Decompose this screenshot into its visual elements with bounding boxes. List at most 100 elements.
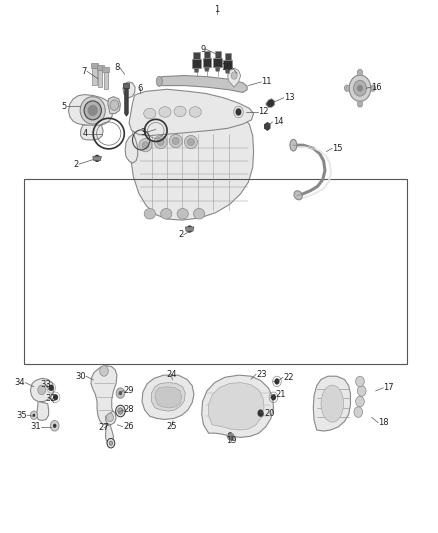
Ellipse shape	[144, 108, 156, 119]
Polygon shape	[36, 401, 49, 421]
Text: 19: 19	[226, 436, 237, 445]
Bar	[25, 180, 407, 364]
Polygon shape	[202, 58, 211, 67]
Text: 31: 31	[30, 422, 41, 431]
Text: 15: 15	[332, 144, 343, 153]
Text: 25: 25	[166, 422, 177, 431]
Text: 33: 33	[41, 380, 51, 389]
Text: 5: 5	[61, 102, 67, 111]
Circle shape	[357, 101, 363, 107]
Circle shape	[110, 100, 119, 110]
Polygon shape	[227, 433, 235, 441]
Polygon shape	[204, 67, 209, 71]
Circle shape	[116, 405, 125, 417]
Polygon shape	[265, 123, 270, 131]
Ellipse shape	[169, 134, 182, 148]
Polygon shape	[159, 76, 247, 92]
Polygon shape	[225, 53, 231, 60]
Ellipse shape	[157, 139, 164, 146]
Polygon shape	[93, 156, 101, 160]
Circle shape	[116, 388, 125, 398]
Text: 32: 32	[45, 394, 56, 403]
Polygon shape	[81, 125, 103, 140]
Text: 6: 6	[138, 84, 143, 93]
Circle shape	[195, 53, 198, 58]
Text: 35: 35	[16, 411, 27, 420]
Polygon shape	[213, 58, 222, 67]
Circle shape	[94, 155, 100, 162]
Circle shape	[100, 366, 108, 376]
Polygon shape	[31, 378, 54, 401]
Text: 30: 30	[75, 372, 86, 381]
Polygon shape	[97, 65, 103, 70]
Circle shape	[357, 69, 363, 76]
Text: 28: 28	[124, 406, 134, 415]
Text: 4: 4	[82, 129, 88, 138]
Text: 24: 24	[166, 369, 177, 378]
Polygon shape	[106, 425, 113, 443]
Text: 9: 9	[201, 45, 206, 54]
Polygon shape	[225, 69, 230, 74]
Ellipse shape	[84, 101, 101, 120]
Text: 11: 11	[261, 77, 272, 86]
Polygon shape	[129, 90, 254, 136]
Polygon shape	[313, 376, 350, 431]
Text: 22: 22	[283, 373, 293, 382]
Text: 27: 27	[99, 423, 110, 432]
Polygon shape	[125, 88, 128, 116]
Polygon shape	[103, 72, 108, 90]
Polygon shape	[124, 83, 130, 88]
Polygon shape	[215, 51, 221, 58]
Circle shape	[371, 85, 375, 91]
Polygon shape	[202, 375, 273, 438]
Polygon shape	[91, 366, 117, 425]
Text: 18: 18	[378, 418, 389, 427]
Polygon shape	[142, 375, 194, 419]
Circle shape	[357, 85, 363, 91]
Text: 14: 14	[272, 117, 283, 126]
Ellipse shape	[159, 107, 171, 117]
Ellipse shape	[321, 385, 343, 422]
Circle shape	[231, 72, 237, 79]
Circle shape	[271, 394, 276, 400]
Circle shape	[359, 388, 364, 394]
Circle shape	[109, 441, 113, 445]
Polygon shape	[131, 108, 254, 220]
Polygon shape	[92, 68, 97, 85]
Circle shape	[228, 432, 233, 439]
Text: 34: 34	[14, 378, 25, 387]
Polygon shape	[152, 383, 185, 411]
Text: 20: 20	[264, 409, 275, 418]
Circle shape	[53, 424, 57, 428]
Circle shape	[356, 409, 361, 415]
Circle shape	[107, 439, 115, 448]
Circle shape	[38, 385, 46, 394]
Ellipse shape	[290, 140, 297, 151]
Circle shape	[258, 409, 264, 417]
Circle shape	[106, 413, 113, 422]
Circle shape	[119, 391, 122, 395]
Circle shape	[118, 408, 123, 414]
Text: 17: 17	[383, 383, 394, 392]
Circle shape	[187, 225, 193, 233]
Circle shape	[356, 396, 364, 407]
Circle shape	[354, 407, 363, 417]
Text: 16: 16	[371, 83, 382, 92]
Text: 13: 13	[284, 93, 294, 102]
Text: 23: 23	[256, 369, 267, 378]
Polygon shape	[215, 67, 220, 71]
Ellipse shape	[139, 139, 152, 152]
Circle shape	[205, 52, 208, 56]
Polygon shape	[204, 51, 210, 58]
Text: 29: 29	[124, 386, 134, 395]
Text: 3: 3	[140, 128, 145, 137]
Ellipse shape	[161, 208, 172, 219]
Polygon shape	[194, 52, 200, 59]
Ellipse shape	[156, 76, 162, 86]
Ellipse shape	[187, 139, 194, 146]
Ellipse shape	[144, 208, 155, 219]
Text: 10: 10	[222, 62, 232, 71]
Text: 7: 7	[82, 67, 87, 76]
Polygon shape	[192, 59, 201, 68]
Circle shape	[356, 376, 364, 387]
